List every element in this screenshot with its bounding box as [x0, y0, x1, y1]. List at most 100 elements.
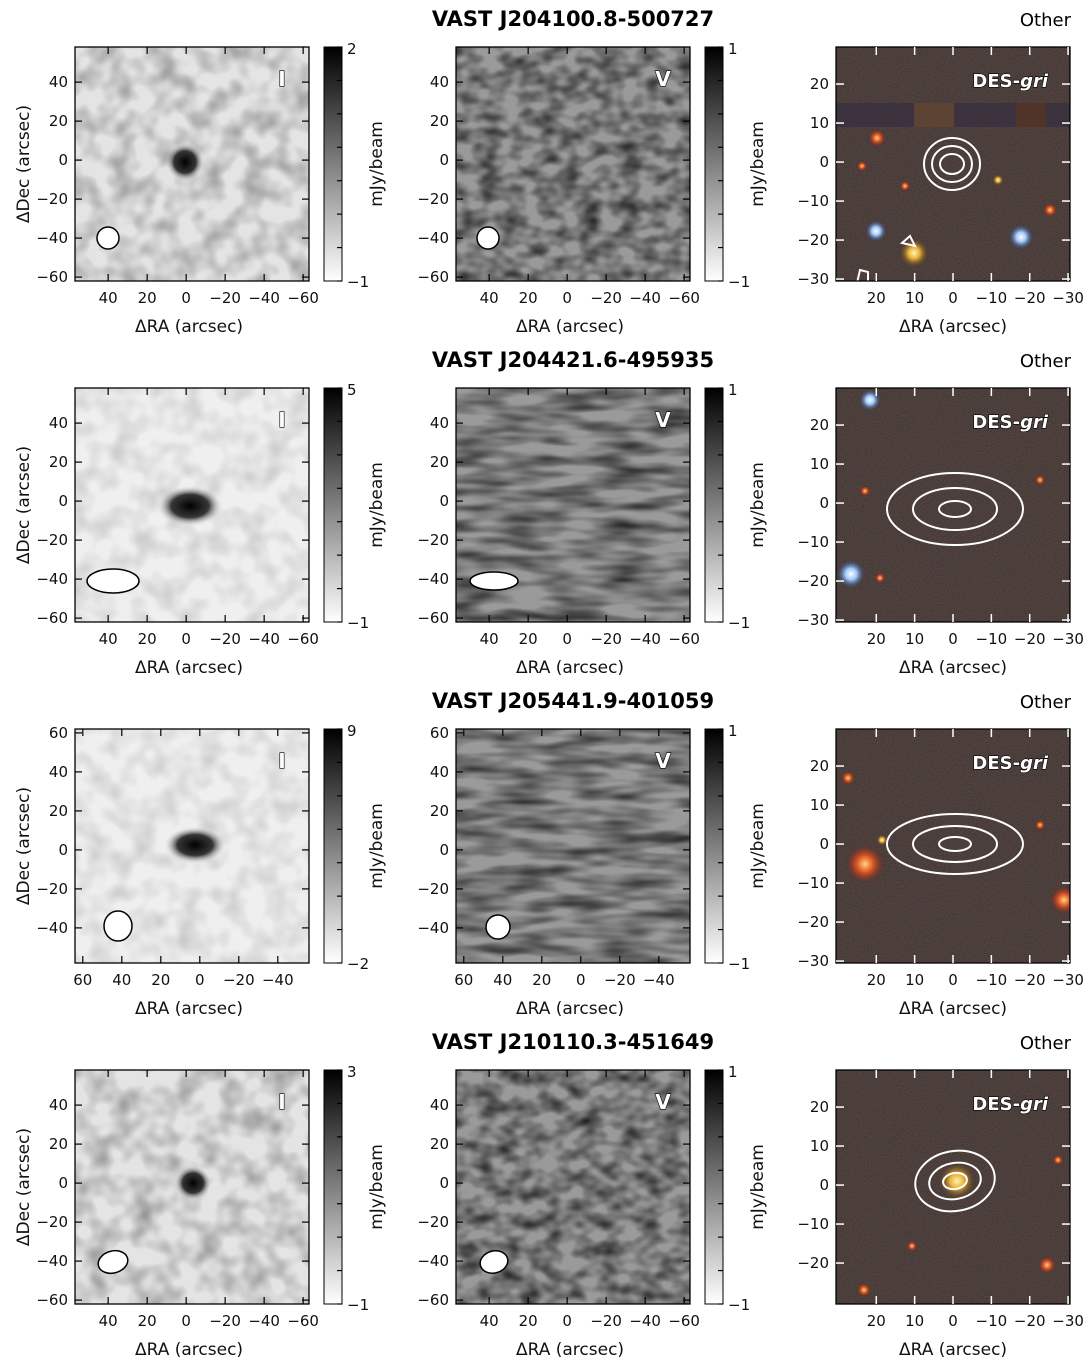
y-tick-label: −20 — [797, 231, 829, 249]
classification-label: Other — [1020, 692, 1072, 713]
x-tick-label: 20 — [138, 289, 157, 307]
colorbar-min: −1 — [728, 955, 750, 973]
y-tick-label: 40 — [49, 73, 68, 91]
star — [856, 1282, 872, 1298]
x-tick-label: 40 — [99, 1312, 118, 1330]
optical-panel: 20 10 0 −10 −20 −30 20 10 0 −10 −20 −30 DES-gri ΔRA (… — [797, 387, 1084, 678]
colorbar: 1 −1 mJy/beam — [704, 381, 768, 632]
colorbar-min: −1 — [347, 273, 369, 291]
y-tick-label: −10 — [797, 192, 829, 210]
y-tick-label: 40 — [430, 73, 449, 91]
x-tick-label: −20 — [1014, 630, 1046, 648]
y-tick-label: −20 — [797, 1254, 829, 1272]
star — [899, 180, 911, 192]
y-axis-label: ΔDec (arcsec) — [14, 105, 34, 223]
colorbar-max: 9 — [347, 722, 357, 740]
x-axis-label: ΔRA (arcsec) — [516, 999, 624, 1019]
star — [874, 572, 886, 584]
colorbar-label: mJy/beam — [367, 462, 387, 548]
y-tick-label: −40 — [417, 919, 449, 937]
star — [906, 1240, 918, 1252]
y-tick-label: 20 — [430, 802, 449, 820]
y-tick-label: 0 — [819, 153, 829, 171]
y-tick-label: 20 — [49, 453, 68, 471]
x-tick-label: 0 — [562, 630, 572, 648]
x-tick-label: 20 — [867, 1312, 886, 1330]
star — [1034, 474, 1046, 486]
colorbar-label: mJy/beam — [367, 803, 387, 889]
star — [939, 1163, 975, 1199]
optical-panel: 20 10 0 −10 −20 −30 20 10 0 −10 −20 DES-gri ΔRA (arc… — [797, 1069, 1084, 1360]
star — [856, 160, 868, 172]
x-tick-label: −20 — [590, 630, 622, 648]
y-tick-label: −40 — [417, 1252, 449, 1270]
source-title: VAST J210110.3-451649 — [432, 1030, 714, 1054]
x-axis-label: ΔRA (arcsec) — [899, 658, 1007, 678]
x-tick-label: −60 — [287, 289, 319, 307]
colorbar-min: −1 — [728, 273, 750, 291]
x-tick-label: 20 — [519, 630, 538, 648]
x-tick-label: 0 — [948, 971, 958, 989]
x-tick-label: −30 — [1052, 971, 1084, 989]
y-tick-label: −20 — [797, 572, 829, 590]
star — [876, 834, 888, 846]
beam-ellipse — [97, 1249, 129, 1275]
y-tick-label: 20 — [810, 1098, 829, 1116]
y-tick-label: 60 — [430, 724, 449, 742]
y-tick-label: 40 — [430, 1096, 449, 1114]
x-tick-label: 0 — [948, 630, 958, 648]
y-tick-label: 20 — [49, 112, 68, 130]
optical-survey-label: DES-gri — [972, 412, 1048, 433]
beam-ellipse — [485, 914, 511, 940]
star — [899, 238, 929, 268]
x-tick-label: 20 — [519, 289, 538, 307]
y-tick-label: 10 — [810, 455, 829, 473]
colorbar-label: mJy/beam — [748, 803, 768, 889]
stokes-label: V — [655, 408, 671, 432]
source-title: VAST J205441.9-401059 — [432, 689, 714, 713]
x-tick-label: −20 — [223, 971, 255, 989]
y-tick-label: −20 — [417, 190, 449, 208]
source-row: VAST J204100.8-500727 Other — [432, 7, 1072, 31]
star — [1034, 819, 1046, 831]
y-tick-label: 40 — [49, 1096, 68, 1114]
stokes-label: V — [655, 749, 671, 773]
beam-ellipse — [469, 571, 519, 591]
x-tick-label: 60 — [454, 971, 473, 989]
x-tick-label: 0 — [948, 1312, 958, 1330]
radio-contour — [914, 1149, 996, 1213]
y-tick-label: 0 — [439, 1174, 449, 1192]
y-tick-label: −40 — [36, 1252, 68, 1270]
classification-label: Other — [1020, 351, 1072, 372]
y-tick-label: −20 — [797, 913, 829, 931]
colorbar-label: mJy/beam — [367, 1144, 387, 1230]
stokes-v-panel: 40 20 0 −20 −40 −60 40 20 0 −20 −40 −60 V 1 −1 mJy/beam… — [417, 40, 768, 337]
x-axis-label: ΔRA (arcsec) — [516, 658, 624, 678]
x-tick-label: −60 — [287, 630, 319, 648]
y-tick-label: −20 — [36, 190, 68, 208]
radio-source — [156, 485, 224, 527]
y-tick-label: 40 — [430, 414, 449, 432]
x-tick-label: −40 — [248, 1312, 280, 1330]
x-tick-label: 40 — [99, 289, 118, 307]
x-tick-label: −20 — [209, 289, 241, 307]
y-tick-label: 0 — [58, 151, 68, 169]
x-tick-label: 0 — [195, 971, 205, 989]
beam-ellipse — [476, 226, 500, 250]
y-tick-label: −10 — [797, 1215, 829, 1233]
optical-survey-label: DES-gri — [972, 1094, 1048, 1115]
x-axis-label: ΔRA (arcsec) — [135, 317, 243, 337]
stokes-i-panel: 40 20 0 −20 −40 −60 40 20 0 −20 −40 −60 I 3 −1 mJy/beam… — [14, 1063, 387, 1360]
colorbar-max: 1 — [728, 381, 738, 399]
colorbar-min: −1 — [728, 1296, 750, 1314]
radio-contour — [912, 487, 998, 531]
x-tick-label: 10 — [905, 630, 924, 648]
source-row: VAST J205441.9-401059 Other — [432, 689, 1072, 713]
stokes-label: I — [278, 749, 285, 773]
beam-ellipse — [86, 568, 140, 594]
x-axis-label: ΔRA (arcsec) — [899, 999, 1007, 1019]
x-tick-label: 20 — [867, 971, 886, 989]
colorbar: 9 −2 mJy/beam — [323, 722, 387, 973]
x-axis-label: ΔRA (arcsec) — [516, 1340, 624, 1360]
